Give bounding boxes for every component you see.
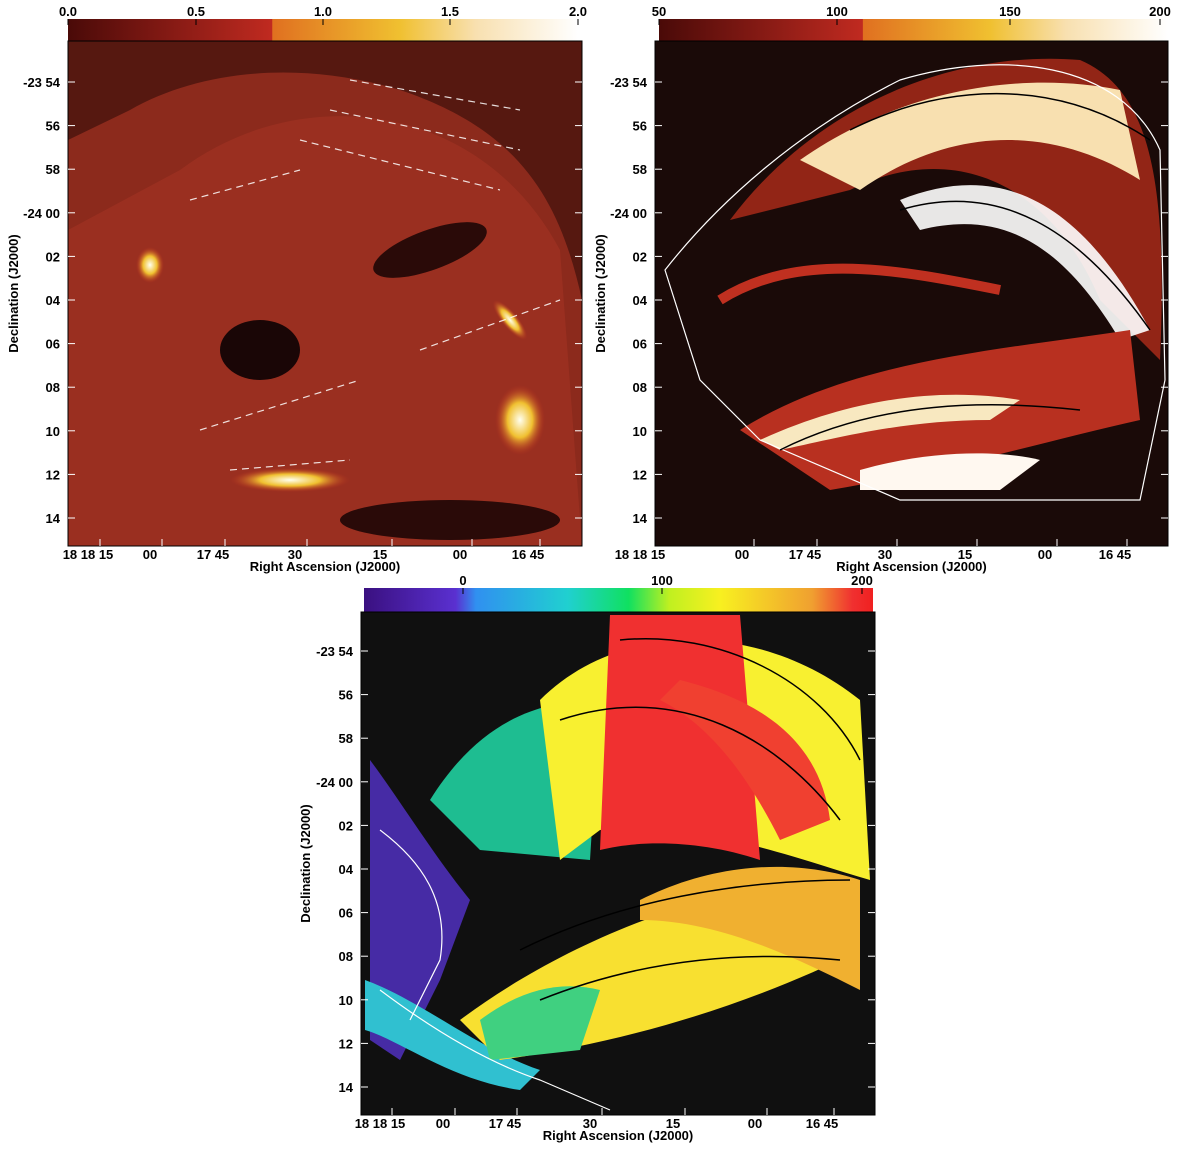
x-tick-label: 16 45 [512,547,545,562]
x-tick-label: 18 18 15 [355,1116,406,1131]
y-tick-label: 08 [633,380,647,395]
x-tick-label: 00 [143,547,157,562]
x-tick-label: 18 18 15 [615,547,666,562]
x-axis-label: Right Ascension (J2000) [543,1128,694,1143]
y-tick-label: 08 [46,380,60,395]
y-tick-label: 06 [633,337,647,352]
y-axis-label: Declination (J2000) [593,234,608,353]
x-axis-label: Right Ascension (J2000) [836,559,987,574]
y-tick-label: 04 [339,862,354,877]
y-tick-label: -23 54 [316,644,354,659]
frame [360,611,876,1116]
colorbar-tick-label: 50 [652,4,666,19]
colorbar-tick-label: 1.0 [314,4,332,19]
y-tick-label: -24 00 [23,206,60,221]
y-tick-label: 02 [633,249,647,264]
colorbar-tick-label: 2.0 [569,4,587,19]
y-tick-label: 02 [339,818,353,833]
x-tick-label: 00 [436,1116,450,1131]
y-tick-label: 12 [339,1036,353,1051]
x-tick-label: 16 45 [1099,547,1132,562]
y-axis-label: Declination (J2000) [298,804,313,923]
y-tick-label: -24 00 [610,206,647,221]
y-tick-label: 06 [339,906,353,921]
x-tick-label: 18 18 15 [63,547,114,562]
y-tick-label: 02 [46,249,60,264]
y-tick-label: 58 [633,162,647,177]
colorbar-tick-label: 1.5 [441,4,459,19]
y-tick-label: 56 [633,119,647,134]
y-tick-label: -23 54 [610,75,648,90]
frame [654,40,1169,547]
colorbar-tick-label: 0.5 [187,4,205,19]
y-tick-label: 12 [633,467,647,482]
x-tick-label: 30 [583,1116,597,1131]
y-tick-label: 10 [633,424,647,439]
y-tick-label: 12 [46,467,60,482]
y-axis-label: Declination (J2000) [6,234,21,353]
x-axis-label: Right Ascension (J2000) [250,559,401,574]
y-tick-label: 14 [46,511,61,526]
colorbar [659,19,1168,41]
y-tick-label: 04 [46,293,61,308]
x-tick-label: 00 [1038,547,1052,562]
colorbar [364,588,873,612]
colorbar-tick-label: 200 [851,573,873,588]
colorbar-tick-label: 200 [1149,4,1171,19]
y-tick-label: 58 [339,731,353,746]
y-tick-label: 04 [633,293,648,308]
colorbar-tick-label: 0.0 [59,4,77,19]
x-tick-label: 00 [453,547,467,562]
x-tick-label: 15 [373,547,387,562]
y-tick-label: 08 [339,949,353,964]
colorbar-tick-label: 150 [999,4,1021,19]
x-tick-label: 00 [735,547,749,562]
image-polarized-intensity [655,41,1168,546]
y-tick-label: 56 [339,688,353,703]
y-tick-label: 06 [46,337,60,352]
x-tick-label: 16 45 [806,1116,839,1131]
image-rotation-measure [361,612,875,1115]
colorbar-tick-label: 100 [651,573,673,588]
x-tick-label: 30 [288,547,302,562]
y-tick-label: 10 [46,424,60,439]
y-tick-label: 56 [46,119,60,134]
y-tick-label: 58 [46,162,60,177]
y-tick-label: 10 [339,993,353,1008]
colorbar-tick-label: 0 [459,573,466,588]
x-tick-label: 17 45 [789,547,822,562]
x-tick-label: 15 [958,547,972,562]
x-tick-label: 17 45 [489,1116,522,1131]
frame [67,40,583,547]
colorbar-tick-label: 100 [826,4,848,19]
x-tick-label: 00 [748,1116,762,1131]
y-tick-label: 14 [339,1080,354,1095]
image-total-intensity [68,41,582,546]
y-tick-label: -23 54 [23,75,61,90]
y-tick-label: -24 00 [316,775,353,790]
x-tick-label: 30 [878,547,892,562]
x-tick-label: 17 45 [197,547,230,562]
x-tick-label: 15 [666,1116,680,1131]
y-tick-label: 14 [633,511,648,526]
